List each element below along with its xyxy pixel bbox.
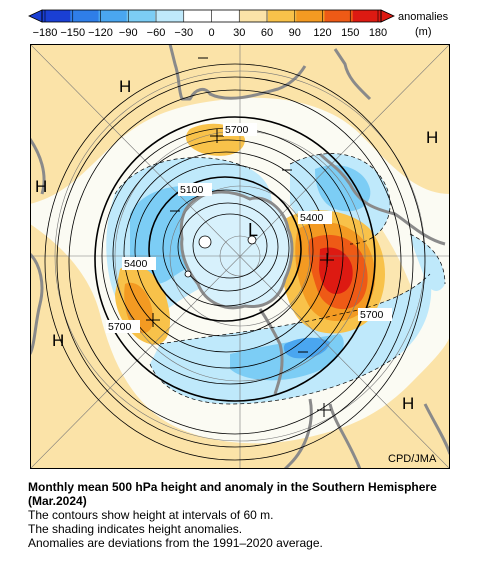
pressure-system-labels: H H H H H L (35, 77, 438, 413)
colorbar-tick-label: −150 (60, 27, 85, 39)
colorbar-swatch (268, 10, 297, 22)
caption-line: Anomalies are deviations from the 1991–2… (28, 536, 323, 550)
colorbar-label: anomalies (398, 11, 449, 23)
contour-label: 5700 (225, 124, 249, 136)
colorbar-swatch (70, 10, 99, 22)
colorbar-tick-label: 120 (313, 27, 331, 39)
colorbar-swatch (98, 10, 128, 22)
colorbar-right-arrow (380, 9, 395, 23)
colorbar-tick-label: −30 (174, 27, 193, 39)
colorbar-swatch (155, 10, 184, 22)
map-credit: CPD/JMA (388, 453, 437, 465)
colorbar-tick-label: −120 (88, 27, 113, 39)
caption-line: The contours show height at intervals of… (28, 508, 274, 522)
colorbar-swatch (239, 10, 269, 22)
high-pressure-label: H (35, 177, 47, 196)
anomaly-colorbar: −180 −150 −120 −90 −60 −30 0 30 60 90 120 150 180 an… (28, 9, 449, 39)
low-pressure-label: L (248, 220, 258, 240)
colorbar-tick-label: 0 (208, 27, 214, 39)
colorbar-swatch (42, 10, 71, 22)
caption-line: The shading indicates height anomalies. (28, 522, 243, 536)
colorbar-tick-label: −60 (147, 27, 166, 39)
high-pressure-label: H (52, 331, 64, 350)
colorbar-tick-label: 30 (233, 27, 245, 39)
colorbar-tick-label: −180 (33, 27, 58, 39)
coastlines (30, 44, 450, 469)
contour-label: 5700 (108, 321, 132, 333)
colorbar-swatch (296, 10, 325, 22)
contour-label: 5400 (124, 258, 148, 270)
anomaly-sign-markers (146, 57, 334, 417)
colorbar-left-arrow (28, 9, 43, 23)
colorbar-swatch (352, 10, 382, 22)
colorbar-tick-label: 180 (369, 27, 387, 39)
colorbar-swatch (211, 10, 241, 22)
high-pressure-label: H (402, 394, 414, 413)
contour-label: 5400 (300, 212, 324, 224)
colorbar-tick-label: 90 (289, 27, 301, 39)
high-pressure-label: H (426, 128, 438, 147)
high-pressure-label: H (119, 77, 131, 96)
contour-labels: 5700 5100 5400 5400 5700 5700 (106, 123, 392, 333)
colorbar-ticks: −180 −150 −120 −90 −60 −30 0 30 60 90 120 150 180 (33, 10, 387, 39)
contour-label: 5100 (180, 184, 204, 196)
colorbar-swatch (324, 10, 354, 22)
antarctica-landmass (179, 190, 294, 310)
caption-description: The contours show height at intervals of… (28, 508, 468, 550)
colorbar-tick-label: 60 (261, 27, 273, 39)
colorbar-unit: (m) (415, 26, 432, 38)
colorbar-tick-label: −90 (119, 27, 138, 39)
colorbar-tick-label: 150 (341, 27, 359, 39)
caption-title: Monthly mean 500 hPa height and anomaly … (28, 480, 437, 508)
polar-stereographic-map: 5700 5100 5400 5400 5700 5700 H H H H H … (30, 44, 450, 469)
polar-vortex-markers (184, 235, 257, 278)
colorbar-swatch (183, 10, 212, 22)
strong-positive-anomaly-east (279, 210, 385, 334)
height-contours (44, 63, 426, 461)
colorbar-swatch (126, 10, 156, 22)
contour-label: 5700 (360, 309, 384, 321)
colorbar-swatches (42, 10, 382, 22)
map-frame (30, 44, 450, 469)
zero-anomaly-contours (114, 153, 446, 405)
